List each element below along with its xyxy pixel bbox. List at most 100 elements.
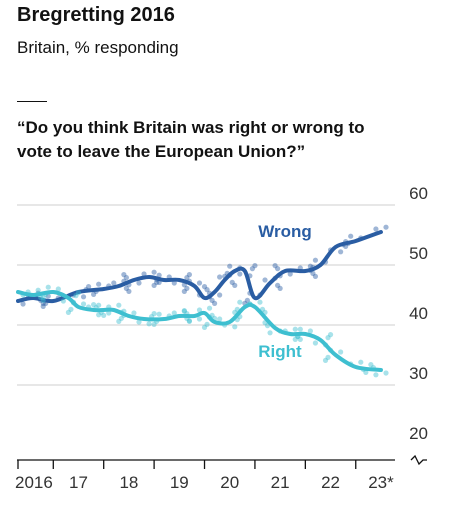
title-rule: [17, 101, 47, 102]
poll-point: [186, 272, 192, 278]
poll-point: [116, 302, 122, 308]
poll-point: [171, 310, 177, 316]
poll-point: [383, 370, 389, 376]
poll-point: [232, 324, 238, 330]
poll-point: [196, 280, 203, 286]
poll-point: [60, 298, 66, 304]
poll-point: [322, 357, 329, 363]
poll-point: [325, 335, 331, 341]
series-label-right: Right: [258, 342, 302, 361]
poll-point: [136, 280, 142, 286]
poll-point: [292, 336, 298, 342]
poll-point: [96, 281, 102, 287]
poll-point: [186, 318, 192, 324]
poll-point: [181, 288, 187, 294]
x-tick-label: 2016: [15, 473, 53, 492]
poll-point: [275, 266, 281, 272]
poll-point: [151, 321, 157, 327]
poll-point: [310, 270, 316, 276]
poll-point: [40, 303, 46, 309]
poll-point: [217, 274, 223, 280]
poll-point: [312, 340, 319, 346]
poll-point: [297, 326, 303, 332]
poll-point: [368, 362, 374, 368]
poll-point: [73, 293, 79, 299]
poll-point: [249, 266, 256, 272]
chart-subtitle: Britain, % responding: [17, 38, 179, 57]
poll-point: [40, 294, 46, 300]
y-tick-label: 60: [409, 184, 428, 203]
poll-point: [244, 297, 250, 303]
poll-point: [96, 302, 102, 308]
x-tick-label: 17: [69, 473, 88, 492]
poll-point: [156, 272, 162, 278]
series-line: [16, 230, 383, 304]
poll-point: [111, 280, 117, 286]
poll-point: [156, 311, 162, 317]
poll-point: [91, 291, 97, 297]
poll-point: [201, 324, 208, 330]
poll-point: [217, 292, 223, 298]
poll-point: [75, 290, 82, 296]
poll-point: [151, 311, 157, 317]
poll-point: [252, 263, 258, 269]
poll-point: [237, 299, 243, 305]
poll-point: [20, 301, 26, 307]
poll-point: [80, 301, 87, 307]
poll-point: [312, 273, 319, 279]
poll-point: [232, 282, 238, 288]
poll-point: [80, 294, 87, 300]
poll-point: [118, 315, 124, 321]
poll-point: [181, 308, 187, 314]
y-tick-label: 40: [409, 304, 428, 323]
poll-point: [196, 307, 203, 313]
poll-point: [184, 275, 190, 281]
x-tick-label: 22: [321, 473, 340, 492]
poll-point: [151, 282, 157, 288]
poll-point: [297, 336, 303, 342]
poll-point: [209, 297, 215, 303]
poll-point: [55, 286, 61, 292]
poll-point: [204, 287, 210, 293]
x-tick-label: 20: [220, 473, 239, 492]
poll-point: [348, 233, 354, 239]
x-tick-label: 18: [119, 473, 138, 492]
poll-point: [151, 269, 157, 275]
poll-point: [217, 316, 223, 322]
y-tick-label: 20: [409, 424, 428, 443]
poll-point: [45, 293, 51, 299]
poll-point: [383, 224, 389, 230]
poll-point: [292, 326, 298, 332]
poll-point: [257, 299, 263, 305]
axis-break-icon: [410, 454, 427, 466]
poll-point: [307, 328, 313, 334]
poll-point: [196, 316, 203, 322]
poll-point: [262, 277, 268, 283]
poll-point: [91, 302, 97, 308]
poll-point: [96, 312, 102, 318]
poll-point: [287, 271, 293, 277]
poll-point: [123, 275, 129, 281]
poll-point: [338, 249, 344, 255]
poll-point: [184, 285, 190, 291]
poll-point: [327, 332, 334, 338]
poll-point: [363, 369, 369, 375]
poll-point: [116, 318, 122, 324]
poll-point: [229, 279, 235, 285]
poll-point: [373, 372, 379, 378]
poll-point: [237, 271, 243, 277]
poll-point: [181, 308, 187, 314]
poll-point: [68, 306, 74, 312]
x-tick-label: 21: [271, 473, 290, 492]
poll-point: [325, 354, 331, 360]
series-line: [16, 289, 383, 372]
poll-point: [373, 226, 379, 232]
poll-point: [358, 359, 364, 365]
poll-point: [40, 297, 46, 303]
poll-point: [227, 263, 233, 269]
x-tick-label: 19: [170, 473, 189, 492]
poll-point: [85, 284, 92, 290]
poll-point: [45, 284, 51, 290]
poll-point: [131, 310, 137, 316]
